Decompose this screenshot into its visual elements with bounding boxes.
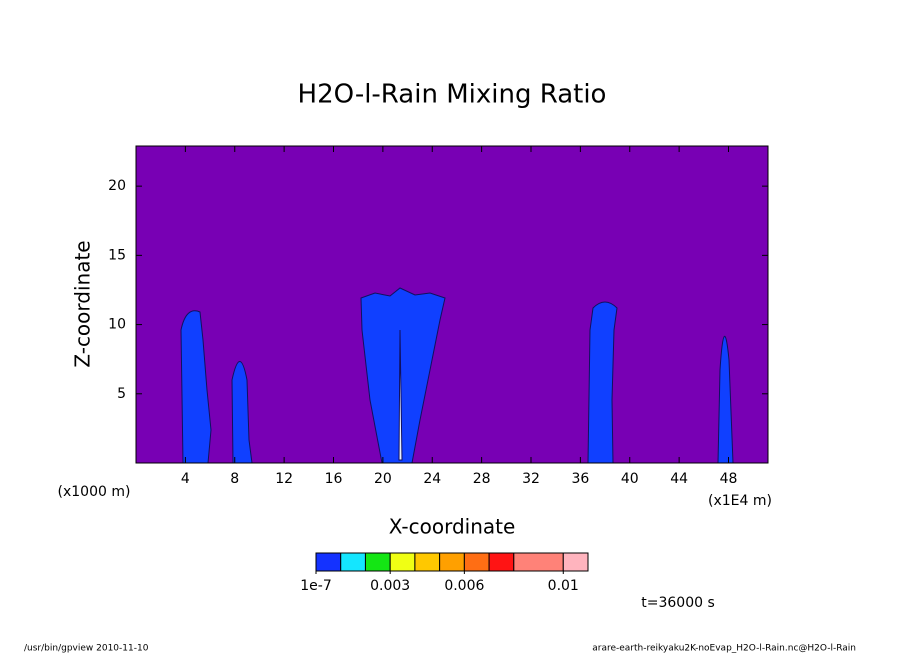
footer-right: arare-earth-reikyaku2K-noEvap_H2O-l-Rain… xyxy=(592,644,856,654)
colorbar-box xyxy=(364,552,391,572)
colorbar-tick-label: 1e-7 xyxy=(300,578,331,594)
colorbar-box xyxy=(439,552,465,572)
colorbar-tick-label: 0.006 xyxy=(444,578,484,594)
colorbar-box xyxy=(340,552,366,572)
x-axis-label: X-coordinate xyxy=(389,515,516,539)
x-tick-label: 4 xyxy=(181,471,190,487)
colorbar-box xyxy=(513,552,564,572)
rain-region xyxy=(717,335,734,464)
footer-left: /usr/bin/gpview 2010-11-10 xyxy=(24,644,149,654)
y-tick-label: 10 xyxy=(108,317,126,333)
colorbar-box xyxy=(463,552,490,572)
y-unit: (x1000 m) xyxy=(58,484,131,500)
x-tick-label: 16 xyxy=(325,471,343,487)
contour-regions xyxy=(180,287,734,464)
x-tick-label: 32 xyxy=(522,471,540,487)
x-tick-label: 44 xyxy=(670,471,688,487)
plot-frame xyxy=(135,145,769,464)
y-axis-label: Z-coordinate xyxy=(71,240,95,367)
x-tick-label: 20 xyxy=(374,471,392,487)
y-tick-label: 5 xyxy=(117,386,126,402)
colorbar-box xyxy=(414,552,441,572)
colorbar-box xyxy=(315,552,342,572)
plot-background xyxy=(136,146,768,463)
rain-region xyxy=(587,301,618,464)
x-tick-label: 40 xyxy=(621,471,639,487)
rain-core xyxy=(398,329,403,461)
rain-region xyxy=(180,310,212,464)
colorbar-box xyxy=(562,552,589,572)
x-unit: (x1E4 m) xyxy=(708,493,772,509)
rain-region xyxy=(231,361,253,464)
colorbar-box xyxy=(389,552,416,572)
x-tick-label: 8 xyxy=(230,471,239,487)
colorbar-tick-label: 0.003 xyxy=(370,578,410,594)
y-tick-label: 15 xyxy=(108,247,126,263)
x-tick-label: 28 xyxy=(473,471,491,487)
x-tick-label: 24 xyxy=(423,471,441,487)
x-tick-label: 48 xyxy=(720,471,738,487)
colorbar-box xyxy=(488,552,515,572)
x-tick-label: 36 xyxy=(571,471,589,487)
colorbar-tick-label: 0.01 xyxy=(548,578,579,594)
x-tick-label: 12 xyxy=(275,471,293,487)
time-label: t=36000 s xyxy=(641,595,715,611)
y-tick-label: 20 xyxy=(108,178,126,194)
rain-region xyxy=(360,287,446,464)
chart-title: H2O-l-Rain Mixing Ratio xyxy=(298,80,607,110)
